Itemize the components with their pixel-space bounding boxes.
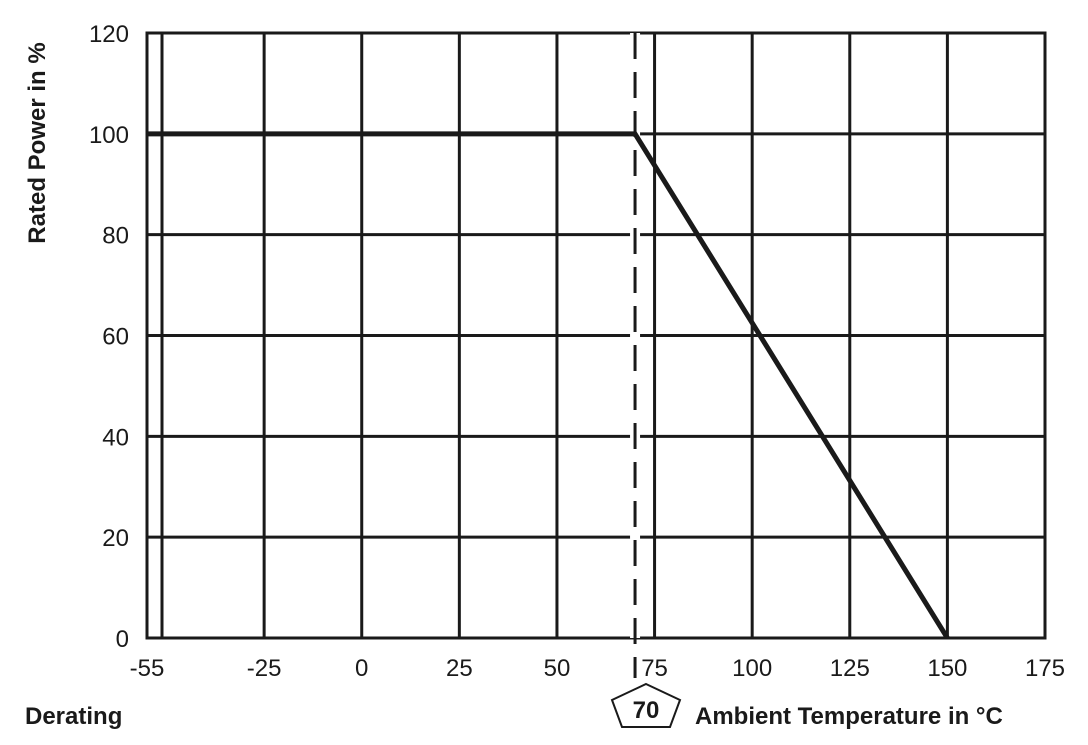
y-tick-label: 100: [89, 122, 129, 149]
x-tick-label: 125: [830, 655, 870, 682]
x-tick-label: 50: [544, 655, 571, 682]
x-axis-label: Ambient Temperature in °C: [695, 703, 1003, 730]
y-tick-label: 60: [102, 324, 129, 351]
chart-grid: [145, 31, 1047, 640]
y-axis-label: Rated Power in %: [24, 42, 51, 243]
y-tick-label: 0: [116, 626, 129, 653]
y-tick-label: 80: [102, 223, 129, 250]
marker-label: 70: [633, 697, 660, 724]
x-tick-label: 150: [927, 655, 967, 682]
derating-curve: [147, 131, 950, 640]
y-tick-label: 20: [102, 525, 129, 552]
y-tick-label: 120: [89, 21, 129, 48]
pentagon-icon: [610, 682, 682, 728]
x-tick-label: 100: [732, 655, 772, 682]
chart-caption: Derating: [25, 703, 122, 730]
x-tick-label: 75: [641, 655, 668, 682]
x-tick-label: 25: [446, 655, 473, 682]
x-tick-label: 175: [1025, 655, 1065, 682]
y-tick-label: 40: [102, 424, 129, 451]
temperature-marker: 70: [610, 682, 682, 728]
x-tick-label: -55: [130, 655, 165, 682]
x-tick-label: 0: [355, 655, 368, 682]
y-tick-labels: 0 20 40 60 80 100 120: [89, 21, 129, 653]
x-tick-labels: -55 -25 0 25 50 75 100 125 150 175: [130, 655, 1065, 682]
series-group: [146, 131, 950, 640]
x-tick-label: -25: [247, 655, 282, 682]
